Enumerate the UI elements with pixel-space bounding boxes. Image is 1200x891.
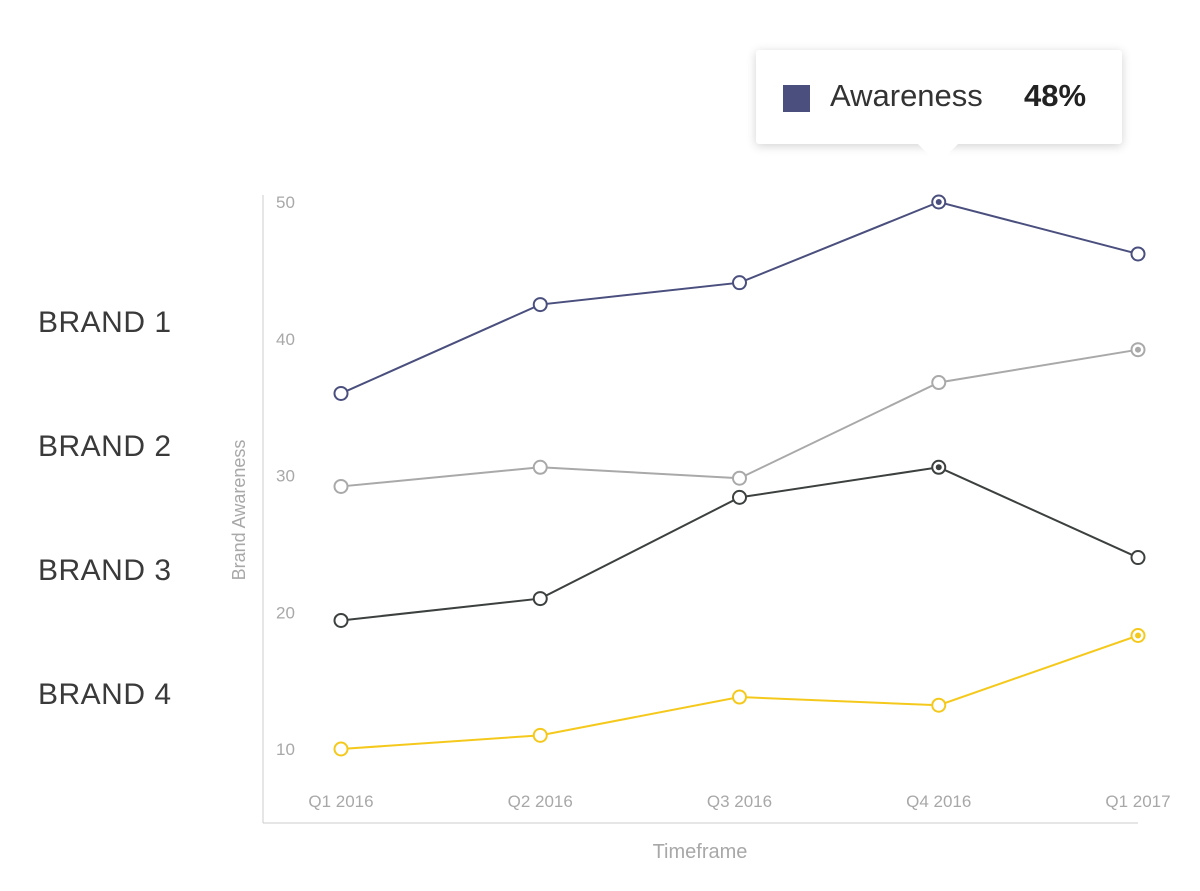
- data-point[interactable]: [1130, 246, 1146, 262]
- data-point-center: [1135, 632, 1141, 639]
- tooltip-swatch: [783, 85, 810, 112]
- tooltip: Awareness 48%: [756, 50, 1122, 164]
- data-point-center: [935, 464, 942, 471]
- y-tick-label: 20: [276, 603, 295, 622]
- axes: [262, 195, 1138, 824]
- data-point[interactable]: [732, 689, 747, 705]
- data-point[interactable]: [333, 612, 349, 628]
- data-point[interactable]: [1130, 550, 1146, 566]
- data-point[interactable]: [732, 489, 747, 505]
- data-point[interactable]: [532, 459, 548, 475]
- y-tick-label: 30: [276, 467, 295, 486]
- data-point[interactable]: [532, 727, 548, 743]
- x-axis-title: Timeframe: [653, 841, 748, 863]
- x-tick-label: Q2 2016: [508, 792, 573, 811]
- y-tick-labels: 10 20 30 40 50: [276, 193, 295, 759]
- y-tick-label: 40: [276, 330, 295, 349]
- series-brand-2: [333, 342, 1146, 494]
- data-point[interactable]: [532, 591, 548, 607]
- series-layer: [333, 194, 1146, 757]
- data-point[interactable]: [931, 697, 947, 713]
- x-tick-labels: Q1 2016 Q2 2016 Q3 2016 Q4 2016 Q1 2017: [308, 792, 1170, 811]
- data-point[interactable]: [532, 297, 548, 313]
- series-brand-3: [333, 459, 1146, 628]
- data-point-center: [1135, 346, 1141, 353]
- data-point-center: [935, 199, 942, 205]
- data-point[interactable]: [333, 741, 349, 757]
- series-line: [340, 200, 1139, 395]
- y-axis-title: Brand Awareness: [229, 440, 249, 581]
- series-line: [340, 348, 1139, 488]
- legend: BRAND 1 BRAND 2 BRAND 3 BRAND 4: [38, 290, 238, 786]
- data-point[interactable]: [931, 375, 947, 391]
- data-point[interactable]: [732, 275, 747, 291]
- legend-item-brand-4[interactable]: BRAND 4: [38, 678, 172, 711]
- y-tick-label: 10: [276, 740, 295, 759]
- x-tick-label: Q1 2016: [308, 792, 373, 811]
- tooltip-value: 48%: [1024, 78, 1087, 113]
- x-tick-label: Q1 2017: [1105, 792, 1170, 811]
- series-brand-4: [333, 627, 1146, 757]
- legend-item-brand-2[interactable]: BRAND 2: [38, 430, 172, 463]
- data-point[interactable]: [333, 385, 349, 401]
- legend-item-brand-1[interactable]: BRAND 1: [38, 306, 172, 339]
- x-tick-label: Q4 2016: [906, 792, 971, 811]
- data-point[interactable]: [333, 478, 349, 494]
- legend-item-brand-3[interactable]: BRAND 3: [38, 554, 172, 587]
- data-point[interactable]: [732, 470, 747, 486]
- series-brand-1: [333, 194, 1146, 401]
- tooltip-label: Awareness: [830, 78, 983, 113]
- x-tick-label: Q3 2016: [707, 792, 772, 811]
- y-tick-label: 50: [276, 193, 295, 212]
